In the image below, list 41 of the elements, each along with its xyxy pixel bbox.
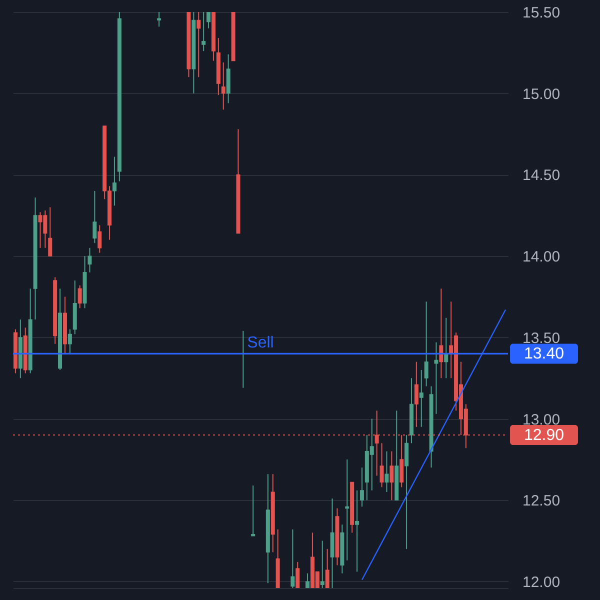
candlestick [325,548,330,588]
candlestick [390,450,394,501]
candlestick [157,12,162,28]
candlestick [439,288,444,379]
ref-line-label: Sell [247,334,274,352]
candlestick [424,301,428,387]
y-tick-label: 12.00 [522,574,560,591]
candlestick [414,361,418,428]
candlestick [206,12,211,29]
candlestick [345,458,350,561]
candlestick [68,328,72,354]
y-tick-label: 15.50 [522,4,560,22]
candlestick [48,206,52,257]
text: 12.90 [524,427,564,444]
candlestick [306,572,310,588]
y-tick-label: 15.00 [522,86,560,103]
candlestick [404,434,409,550]
candlestick [88,247,92,273]
candlestick [320,540,324,588]
candlestick [221,62,226,110]
y-tick-label: 13.50 [522,330,560,347]
y-tick-label: 14.00 [522,248,560,266]
candlestick [112,156,116,206]
candlestick [355,490,360,572]
candlestick [434,342,438,414]
y-tick-label: 14.50 [522,167,560,184]
text: 13.40 [524,346,564,363]
candlestick [78,284,82,309]
y-tick-label: 13.00 [522,411,560,428]
candlestick [380,442,384,488]
candlestick [290,528,295,588]
candlestick [196,12,201,78]
candlestick [384,450,389,492]
candlestick [360,467,364,508]
candlestick [251,484,256,536]
candlestick [92,190,97,244]
candlestick [202,12,206,52]
candlestick [296,561,300,588]
y-tick-label: 12.50 [522,492,560,510]
candlestick [419,369,424,428]
candlestick [98,224,102,254]
